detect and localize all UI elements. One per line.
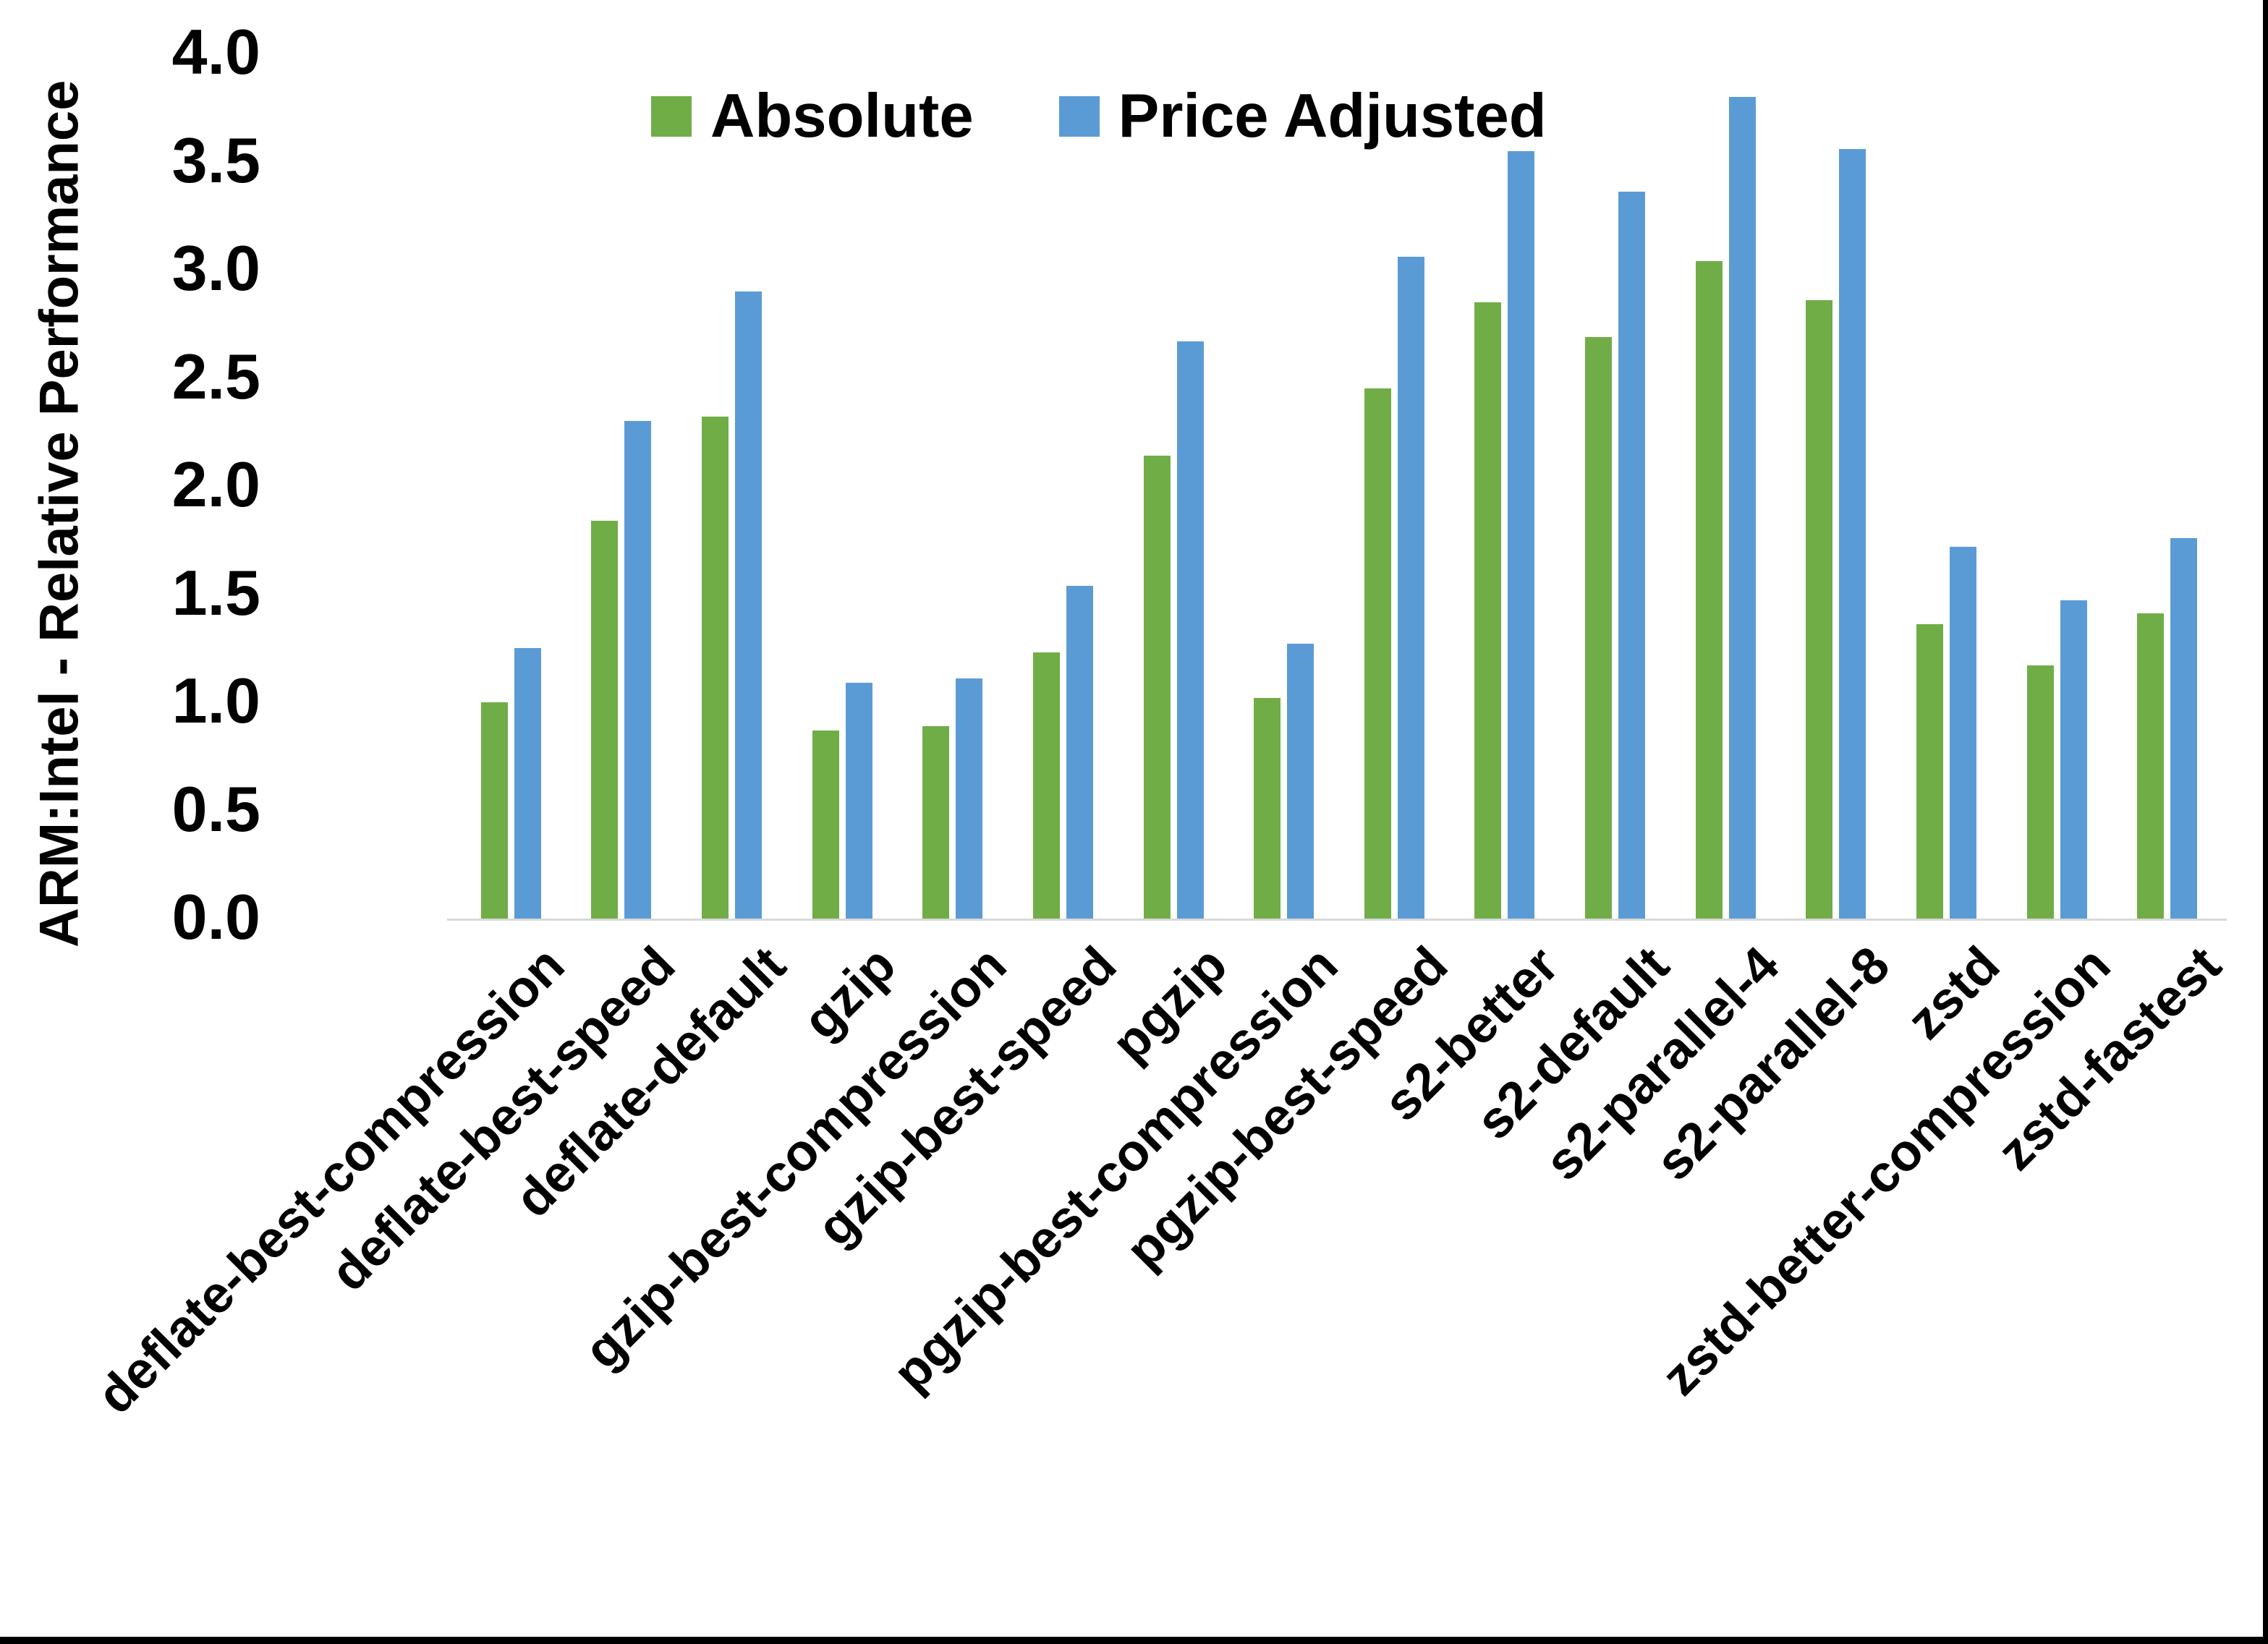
bar-price-adjusted-s2-parallel-4 [1728,96,1756,919]
y-axis-tick-label: 0.0 [171,881,260,953]
bar-absolute-pgzip-best-compression [1254,698,1281,919]
bar-price-adjusted-deflate-best-compression [514,648,541,919]
bar-absolute-s2-parallel-4 [1695,261,1723,919]
bar-absolute-zstd-better-compression [2026,665,2054,919]
bar-price-adjusted-s2-parallel-8 [1839,148,1866,919]
bar-absolute-gzip-best-compression [922,725,950,919]
bar-absolute-deflate-best-speed [591,520,619,919]
bar-price-adjusted-s2-default [1618,192,1646,919]
bar-absolute-s2-default [1585,336,1613,919]
y-axis-tick-label: 1.0 [171,665,260,737]
bar-absolute-gzip [812,730,839,919]
x-axis-line [447,919,2227,921]
legend-swatch-icon-price-adjusted [1058,96,1100,137]
bar-absolute-pgzip-best-speed [1364,388,1391,919]
bar-price-adjusted-gzip-best-compression [956,678,983,919]
bar-absolute-s2-better [1474,302,1502,919]
bar-price-adjusted-pgzip [1176,341,1204,919]
bar-price-adjusted-pgzip-best-compression [1287,644,1314,919]
legend-label: Price Adjusted [1118,82,1547,150]
y-axis-tick-label: 1.5 [171,556,260,629]
bar-absolute-deflate-best-compression [480,702,508,919]
bar-absolute-zstd-fastest [2137,613,2165,919]
y-axis-tick-label: 4.0 [171,16,260,88]
legend-item-absolute: Absolute [651,81,974,152]
y-axis-tick-label: 2.0 [171,448,260,521]
bar-price-adjusted-deflate-default [735,291,763,919]
bar-price-adjusted-pgzip-best-speed [1397,257,1424,919]
y-axis-tick-label: 0.5 [171,772,260,845]
bar-price-adjusted-gzip [845,683,872,919]
bar-absolute-gzip-best-speed [1032,652,1060,919]
bar-price-adjusted-zstd-fastest [2170,537,2198,919]
bar-price-adjusted-s2-better [1508,150,1535,919]
bar-absolute-zstd [1916,624,1943,919]
y-axis-tick-label: 3.5 [171,124,260,196]
bar-price-adjusted-zstd [1949,546,1976,919]
bar-price-adjusted-gzip-best-speed [1066,585,1093,919]
y-axis-tick-label: 3.0 [171,232,260,304]
bar-absolute-pgzip [1143,456,1171,919]
bar-price-adjusted-deflate-best-speed [624,421,652,919]
bar-absolute-deflate-default [702,417,729,919]
y-axis-tick-label: 2.5 [171,340,260,412]
legend: Absolute Price Adjusted [651,81,1547,152]
legend-swatch-icon-absolute [651,96,692,137]
bar-absolute-s2-parallel-8 [1806,299,1833,919]
legend-item-price-adjusted: Price Adjusted [1058,81,1547,152]
legend-label: Absolute [710,82,974,150]
bar-price-adjusted-zstd-better-compression [2060,600,2087,919]
